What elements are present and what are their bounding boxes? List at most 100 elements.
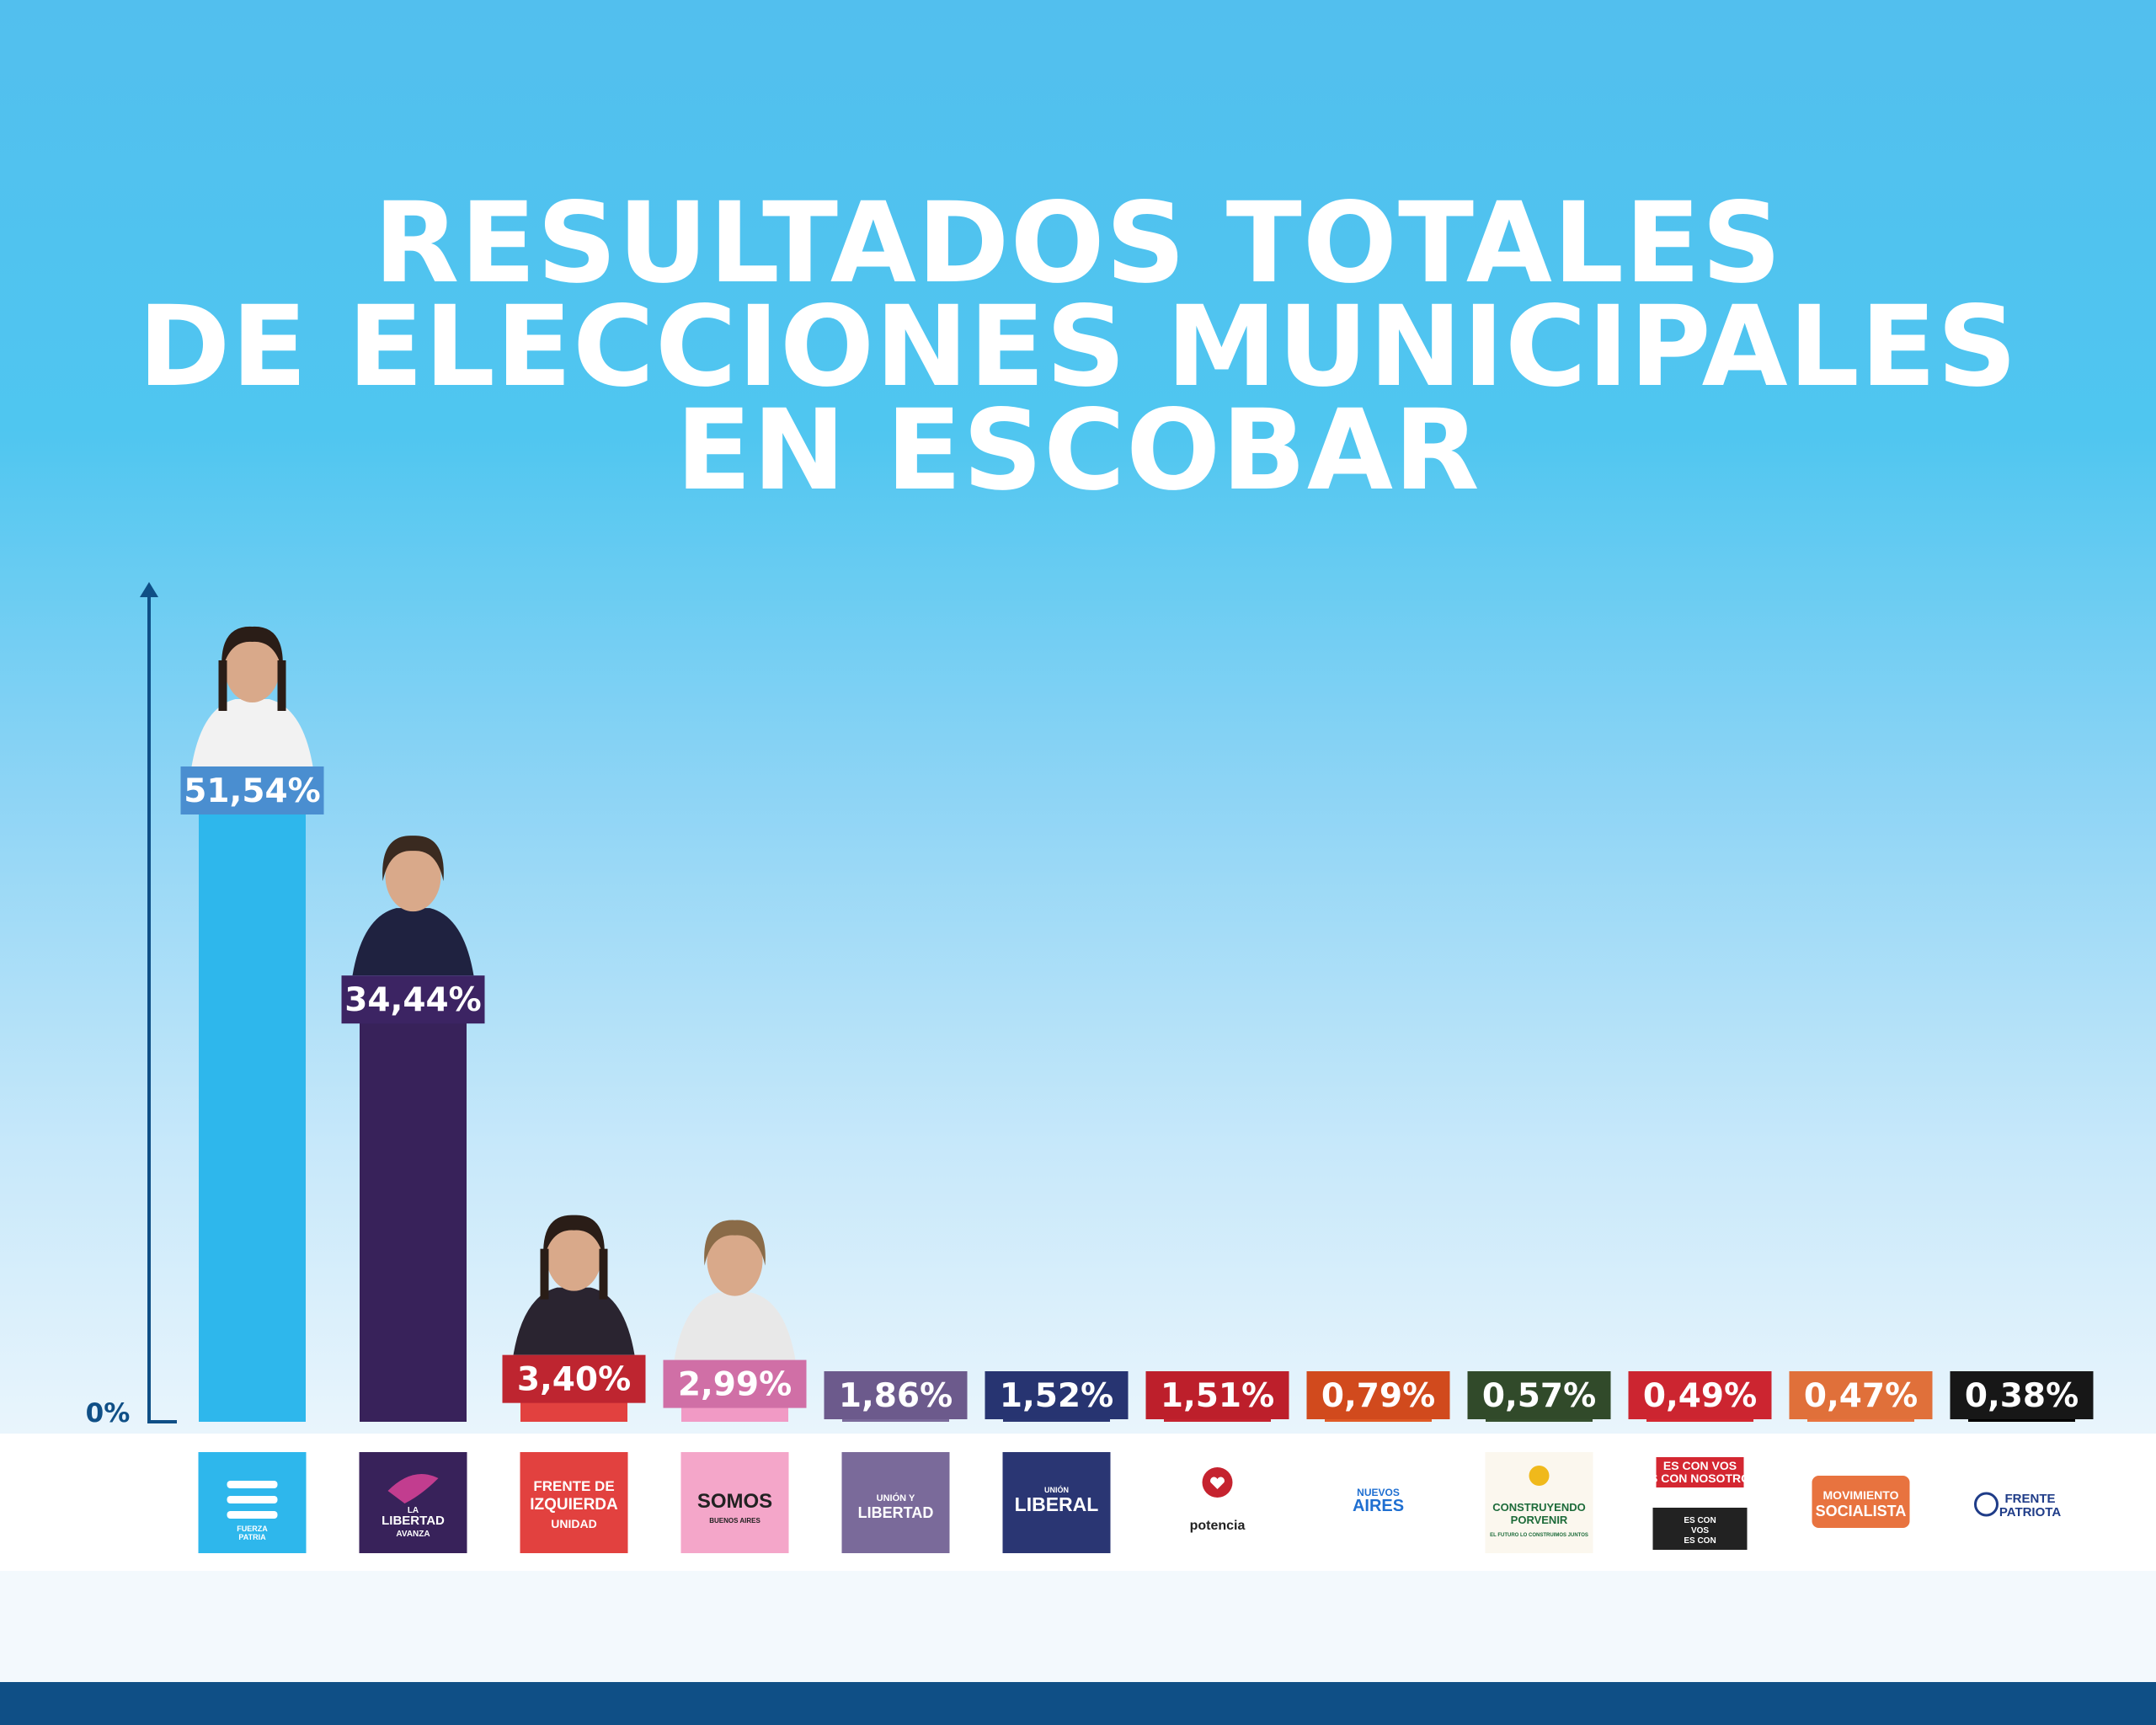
candidate-torso bbox=[191, 699, 313, 766]
flag-stripe-icon bbox=[227, 1481, 278, 1488]
logo-text: LA bbox=[408, 1506, 419, 1515]
value-label: 51,54% bbox=[184, 772, 320, 810]
logo-text: potencia bbox=[1190, 1519, 1246, 1533]
candidate-torso bbox=[352, 908, 474, 976]
value-label: 1,86% bbox=[839, 1377, 953, 1415]
candidate-photo bbox=[352, 836, 474, 976]
value-label-box bbox=[824, 1371, 968, 1419]
bar-group-6: 1,52% bbox=[985, 1371, 1129, 1422]
party-logo-4: SOMOS BUENOS AIRES bbox=[680, 1452, 789, 1553]
candidate-hair bbox=[221, 626, 283, 672]
value-label-box bbox=[180, 766, 324, 814]
logo-orange-badge bbox=[1812, 1476, 1910, 1528]
emblem-icon bbox=[1974, 1492, 1999, 1517]
lion-icon bbox=[387, 1474, 439, 1503]
candidate-face bbox=[224, 632, 280, 702]
bar bbox=[199, 792, 306, 1422]
flag-stripe-icon bbox=[227, 1496, 278, 1503]
candidate-face bbox=[546, 1220, 602, 1291]
value-label-box bbox=[1467, 1371, 1611, 1419]
value-label: 0,38% bbox=[1965, 1377, 2079, 1415]
logo-text: SOMOS bbox=[697, 1490, 772, 1513]
logo-text: UNIÓN Y bbox=[877, 1493, 915, 1503]
value-label: 1,51% bbox=[1161, 1377, 1274, 1415]
bar-group-3: 3,40% bbox=[502, 1215, 646, 1422]
logo-text: UNIÓN bbox=[1044, 1485, 1069, 1494]
y-axis: 0% bbox=[86, 582, 177, 1429]
logo-text: PORVENIR bbox=[1511, 1514, 1568, 1526]
logo-text: SOCIALISTA bbox=[1816, 1503, 1907, 1519]
y-axis-arrow-icon bbox=[140, 582, 158, 597]
value-label-box bbox=[341, 975, 485, 1024]
logo-text: ES CON bbox=[1684, 1516, 1716, 1525]
candidate-hair bbox=[382, 836, 444, 882]
candidate-torso bbox=[513, 1287, 635, 1355]
candidate-hair-left bbox=[218, 660, 227, 711]
y-axis-zero-label: 0% bbox=[86, 1398, 131, 1429]
bar-group-8: 0,79% bbox=[1306, 1371, 1450, 1422]
logo-text: ES CON VOS bbox=[1663, 1459, 1737, 1472]
party-logo-3: FRENTE DE IZQUIERDA UNIDAD bbox=[520, 1452, 628, 1553]
logo-text: PATRIA bbox=[238, 1533, 266, 1541]
logo-text: BUENOS AIRES bbox=[709, 1517, 760, 1525]
value-label-box bbox=[1306, 1371, 1450, 1419]
candidate-hair bbox=[543, 1215, 605, 1261]
party-logo-7: potencia bbox=[1163, 1452, 1272, 1553]
logo-text: LIBERAL bbox=[1015, 1493, 1099, 1515]
candidate-hair-left bbox=[540, 1248, 549, 1300]
value-label: 1,52% bbox=[1000, 1377, 1113, 1415]
value-label-box bbox=[502, 1354, 646, 1403]
logo-text: CONSTRUYENDO bbox=[1492, 1501, 1586, 1514]
candidate-hair-right bbox=[277, 660, 286, 711]
bars-group: 51,54% 34,44% 3,40% 2,99% 1,86% 1,52% 1,51% 0,7… bbox=[180, 626, 2094, 1422]
bar-group-5: 1,86% bbox=[824, 1371, 968, 1422]
value-label: 0,57% bbox=[1482, 1377, 1596, 1415]
logo-text: PATRIOTA bbox=[1999, 1505, 2061, 1519]
footer-bar bbox=[0, 1682, 2156, 1725]
value-label: 0,49% bbox=[1643, 1377, 1757, 1415]
logo-text: VOS bbox=[1691, 1526, 1709, 1535]
logo-text: FUERZA bbox=[237, 1525, 268, 1533]
logo-text: FRENTE bbox=[2005, 1492, 2056, 1506]
page-title: RESULTADOS TOTALES DE ELECCIONES MUNICIP… bbox=[0, 188, 2156, 515]
value-label-box bbox=[1789, 1371, 1933, 1419]
logo-text: UNIDAD bbox=[551, 1517, 596, 1530]
flag-stripe-icon bbox=[227, 1511, 278, 1519]
logo-text: ES CON bbox=[1684, 1536, 1716, 1546]
logo-text: LIBERTAD bbox=[382, 1514, 445, 1528]
candidate-photo bbox=[191, 626, 313, 766]
bar-group-1: 51,54% bbox=[180, 626, 324, 1422]
candidate-photo bbox=[674, 1220, 796, 1360]
logo-text: ES CON NOSOTROS bbox=[1642, 1471, 1758, 1485]
lower-band bbox=[0, 1571, 2156, 1682]
logo-text: EL FUTURO LO CONSTRUIMOS JUNTOS bbox=[1490, 1533, 1588, 1538]
logo-red-banner bbox=[1656, 1457, 1744, 1487]
logo-text: AVANZA bbox=[396, 1530, 430, 1539]
bar-group-2: 34,44% bbox=[341, 836, 485, 1422]
candidate-face bbox=[707, 1225, 763, 1296]
value-label-box bbox=[985, 1371, 1129, 1419]
sun-icon bbox=[1529, 1466, 1550, 1486]
logo-tile bbox=[680, 1452, 789, 1553]
logo-text: IZQUIERDA bbox=[530, 1496, 618, 1514]
candidate-photo bbox=[513, 1215, 635, 1355]
value-label-box bbox=[663, 1359, 807, 1408]
title-line-3: EN ESCOBAR bbox=[675, 386, 1481, 515]
value-label: 3,40% bbox=[517, 1361, 631, 1399]
bar-group-11: 0,47% bbox=[1789, 1371, 1933, 1422]
crowd-silhouette-icon bbox=[1652, 1508, 1748, 1550]
logo-tile bbox=[359, 1452, 467, 1553]
title-line-2: DE ELECCIONES MUNICIPALES bbox=[137, 282, 2019, 412]
candidate-hair bbox=[704, 1220, 766, 1266]
logo-text: LIBERTAD bbox=[858, 1504, 934, 1521]
value-label-box bbox=[1950, 1371, 2094, 1419]
logo-tile bbox=[1324, 1452, 1433, 1553]
logo-tile bbox=[1002, 1452, 1111, 1553]
